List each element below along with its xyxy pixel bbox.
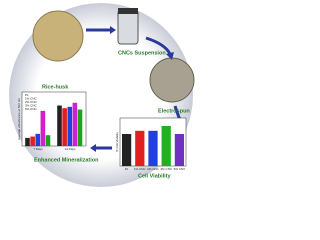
- bar: [121, 134, 132, 166]
- bar: [25, 137, 30, 146]
- page: {"labels":{"rice":"Rice-husk","cncs":"CN…: [0, 0, 203, 189]
- y-axis-label: Average absorbance at 562 nm: [17, 98, 21, 140]
- rice-husk-photo: [32, 10, 84, 62]
- electrospun-photo: [149, 57, 195, 103]
- x-tick-label: 3% CNC: [160, 167, 173, 171]
- label: Rice-husk: [42, 84, 69, 90]
- vial-photo: [117, 9, 139, 45]
- vial-cap: [118, 8, 138, 14]
- label: Electrospun: [158, 108, 190, 114]
- diagram: CNCs Suspension Electrospun Rice-husk Ce…: [9, 3, 195, 187]
- legend-label: PL: [25, 93, 29, 97]
- bar: [40, 110, 46, 146]
- bar: [62, 108, 67, 146]
- y-axis-label: % Cell Viability: [115, 132, 119, 152]
- legend-label: 2% CNC: [25, 100, 38, 104]
- bar: [77, 109, 83, 146]
- bar: [57, 105, 62, 146]
- bar: [174, 134, 185, 166]
- x-tick-label: PL: [125, 167, 129, 171]
- legend-label: 3% CNC: [25, 103, 38, 107]
- arrow-head: [110, 26, 116, 34]
- arrow-head: [90, 144, 96, 152]
- x-tick-label: 2% CNC: [147, 167, 160, 171]
- bar: [72, 102, 78, 146]
- bar: [45, 135, 51, 146]
- bar: [30, 136, 35, 146]
- label: Cell Viability: [138, 173, 172, 179]
- bar: [35, 133, 41, 146]
- x-tick-label: 14 Days: [64, 147, 76, 151]
- legend-label: 5% CNC: [25, 107, 38, 111]
- bar: [161, 126, 171, 166]
- arrow: [145, 36, 172, 55]
- x-tick-label: 5% CNC: [174, 167, 187, 171]
- bar: [148, 130, 158, 166]
- label: CNCs Suspension: [118, 50, 166, 56]
- bar: [135, 130, 145, 166]
- legend-label: 1% CNC: [25, 96, 38, 100]
- x-tick-label: 1% CNC: [134, 167, 147, 171]
- arrow-head: [166, 52, 174, 60]
- bar: [67, 106, 73, 146]
- x-tick-label: 7 Days: [33, 147, 43, 151]
- label: Enhanced Mineralization: [34, 157, 99, 163]
